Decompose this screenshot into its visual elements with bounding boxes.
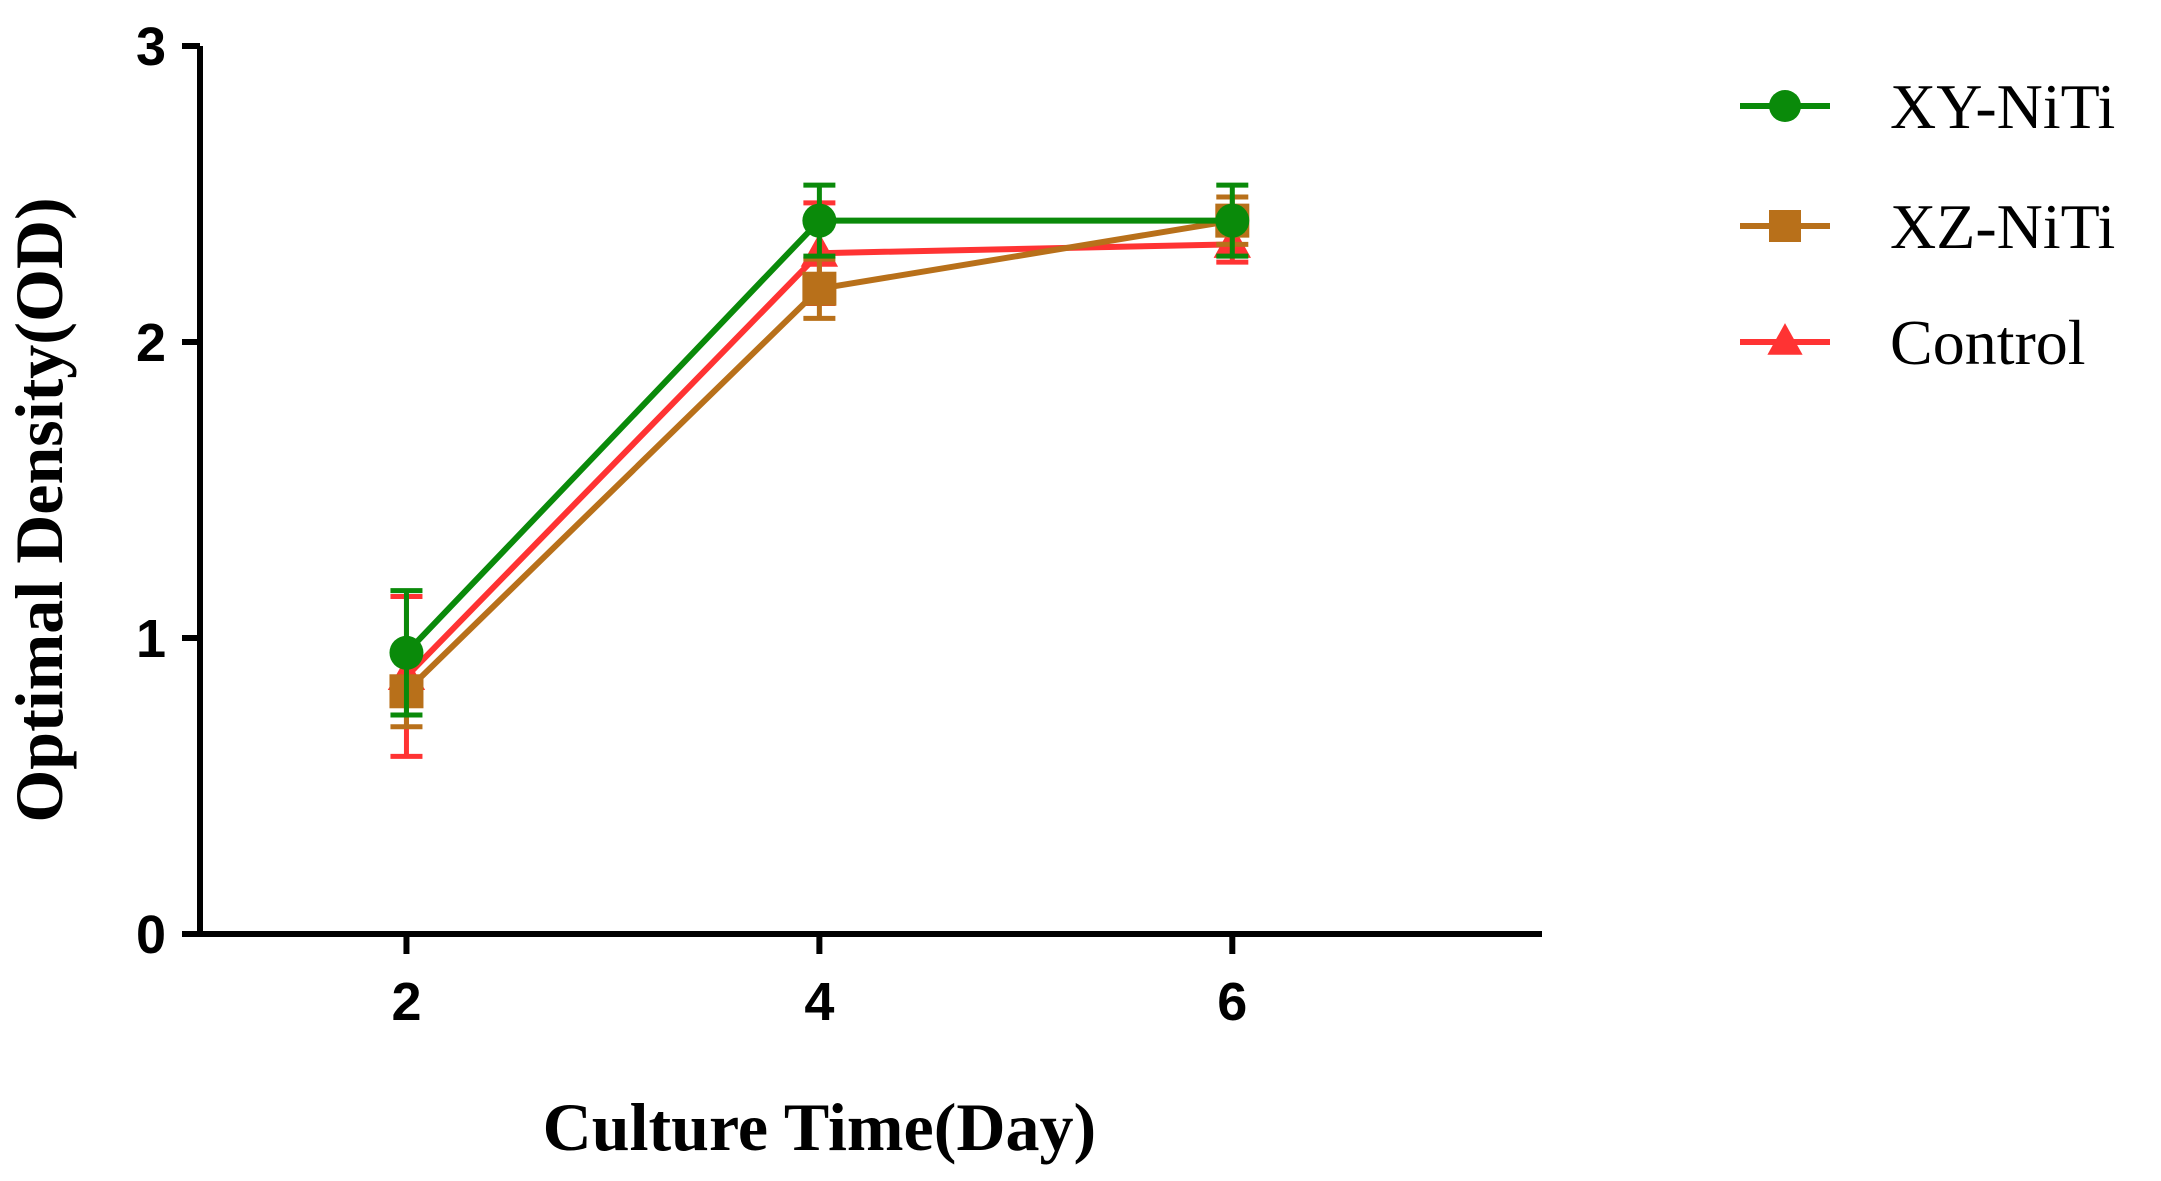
data-point-xy-niti (802, 203, 837, 238)
series-xz-niti (389, 194, 1250, 730)
y-tick-label: 3 (136, 17, 166, 77)
axes (197, 46, 1542, 937)
legend-item-xz-niti: XZ-NiTi (1740, 191, 2115, 262)
legend-label-xz-niti: XZ-NiTi (1890, 191, 2115, 262)
series-layer (387, 182, 1252, 759)
y-tick-label: 1 (136, 609, 166, 669)
x-tick-label: 4 (804, 972, 834, 1032)
legend-label-control: Control (1890, 307, 2086, 378)
legend-item-xy-niti: XY-NiTi (1740, 71, 2115, 142)
y-axis-title: Optimal Density(OD) (1, 197, 77, 822)
y-tick-label: 0 (136, 905, 166, 965)
legend-marker-control (1767, 323, 1803, 355)
legend-label-xy-niti: XY-NiTi (1890, 71, 2115, 142)
series-xy-niti (389, 182, 1250, 718)
data-point-xz-niti (802, 271, 837, 306)
data-point-xy-niti (389, 635, 424, 670)
x-tick-label: 2 (391, 972, 421, 1032)
y-ticks: 0 1 2 3 (136, 17, 200, 965)
legend-marker-xy-niti (1769, 90, 1801, 122)
legend-marker-xz-niti (1769, 210, 1801, 242)
x-axis-title: Culture Time(Day) (543, 1089, 1096, 1165)
x-tick-label: 6 (1217, 972, 1247, 1032)
legend: XY-NiTi XZ-NiTi Control (1740, 71, 2115, 378)
y-tick-label: 2 (136, 313, 166, 373)
data-point-xy-niti (1215, 203, 1250, 238)
legend-item-control: Control (1740, 307, 2086, 378)
x-ticks: 2 4 6 (391, 934, 1247, 1032)
